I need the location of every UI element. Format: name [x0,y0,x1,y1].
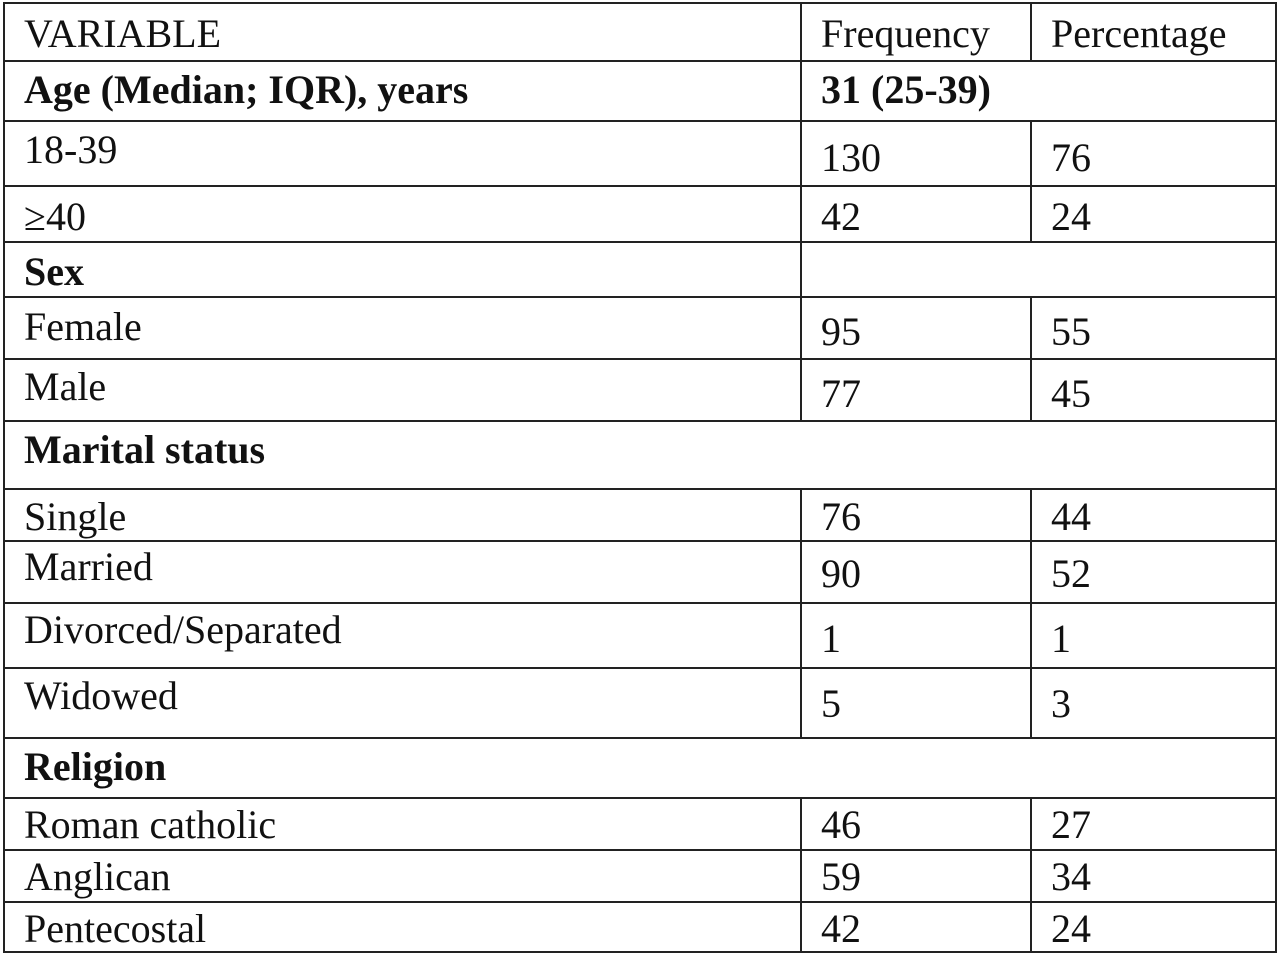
row-frequency: 76 [821,494,861,539]
row-percentage: 27 [1051,802,1091,847]
row-frequency: 42 [821,194,861,239]
religion-heading-row: Religion [3,739,1277,799]
table-row: Single 76 44 [3,490,1277,542]
variable-header: VARIABLE [24,11,222,56]
row-label: ≥40 [24,194,86,239]
row-frequency: 95 [821,309,861,354]
table-row: Male 77 45 [3,360,1277,422]
header-row: VARIABLE Frequency Percentage [3,2,1277,62]
marital-heading-row: Marital status [3,422,1277,490]
row-frequency: 42 [821,906,861,951]
row-label: Anglican [24,854,171,899]
row-label: Pentecostal [24,906,207,951]
row-percentage: 24 [1051,906,1091,951]
table-row: Pentecostal 42 24 [3,903,1277,953]
row-label: Widowed [24,673,178,718]
table-row: Widowed 5 3 [3,669,1277,739]
row-percentage: 1 [1051,616,1071,661]
row-percentage: 24 [1051,194,1091,239]
row-frequency: 59 [821,854,861,899]
row-label: Single [24,494,127,539]
marital-label: Marital status [24,427,266,472]
sex-label: Sex [24,249,84,294]
frequency-header: Frequency [821,11,990,56]
row-frequency: 130 [821,135,881,180]
percentage-header: Percentage [1051,11,1227,56]
row-frequency: 77 [821,371,861,416]
row-percentage: 3 [1051,681,1071,726]
row-frequency: 1 [821,616,841,661]
table-row: Divorced/Separated 1 1 [3,604,1277,669]
religion-label: Religion [24,744,167,789]
row-frequency: 5 [821,681,841,726]
row-frequency: 46 [821,802,861,847]
row-percentage: 55 [1051,309,1091,354]
row-percentage: 34 [1051,854,1091,899]
age-median-value: 31 (25-39) [821,67,991,112]
row-frequency: 90 [821,551,861,596]
row-label: Roman catholic [24,802,277,847]
row-label: Male [24,364,107,409]
row-label: 18-39 [24,127,118,172]
row-percentage: 45 [1051,371,1091,416]
table-row: Female 95 55 [3,298,1277,360]
row-label: Married [24,544,153,589]
row-percentage: 76 [1051,135,1091,180]
sex-heading-row: Sex [3,243,1277,298]
demographics-table: VARIABLE Frequency Percentage Age (Media… [3,2,1277,953]
row-percentage: 44 [1051,494,1091,539]
table-row: Married 90 52 [3,542,1277,604]
table-row: 18-39 130 76 [3,122,1277,187]
table-row: Roman catholic 46 27 [3,799,1277,851]
row-label: Divorced/Separated [24,607,342,652]
table-row: ≥40 42 24 [3,187,1277,243]
row-percentage: 52 [1051,551,1091,596]
row-label: Female [24,304,142,349]
age-label: Age (Median; IQR), years [24,67,469,112]
table-row: Anglican 59 34 [3,851,1277,903]
age-heading-row: Age (Median; IQR), years 31 (25-39) [3,62,1277,122]
